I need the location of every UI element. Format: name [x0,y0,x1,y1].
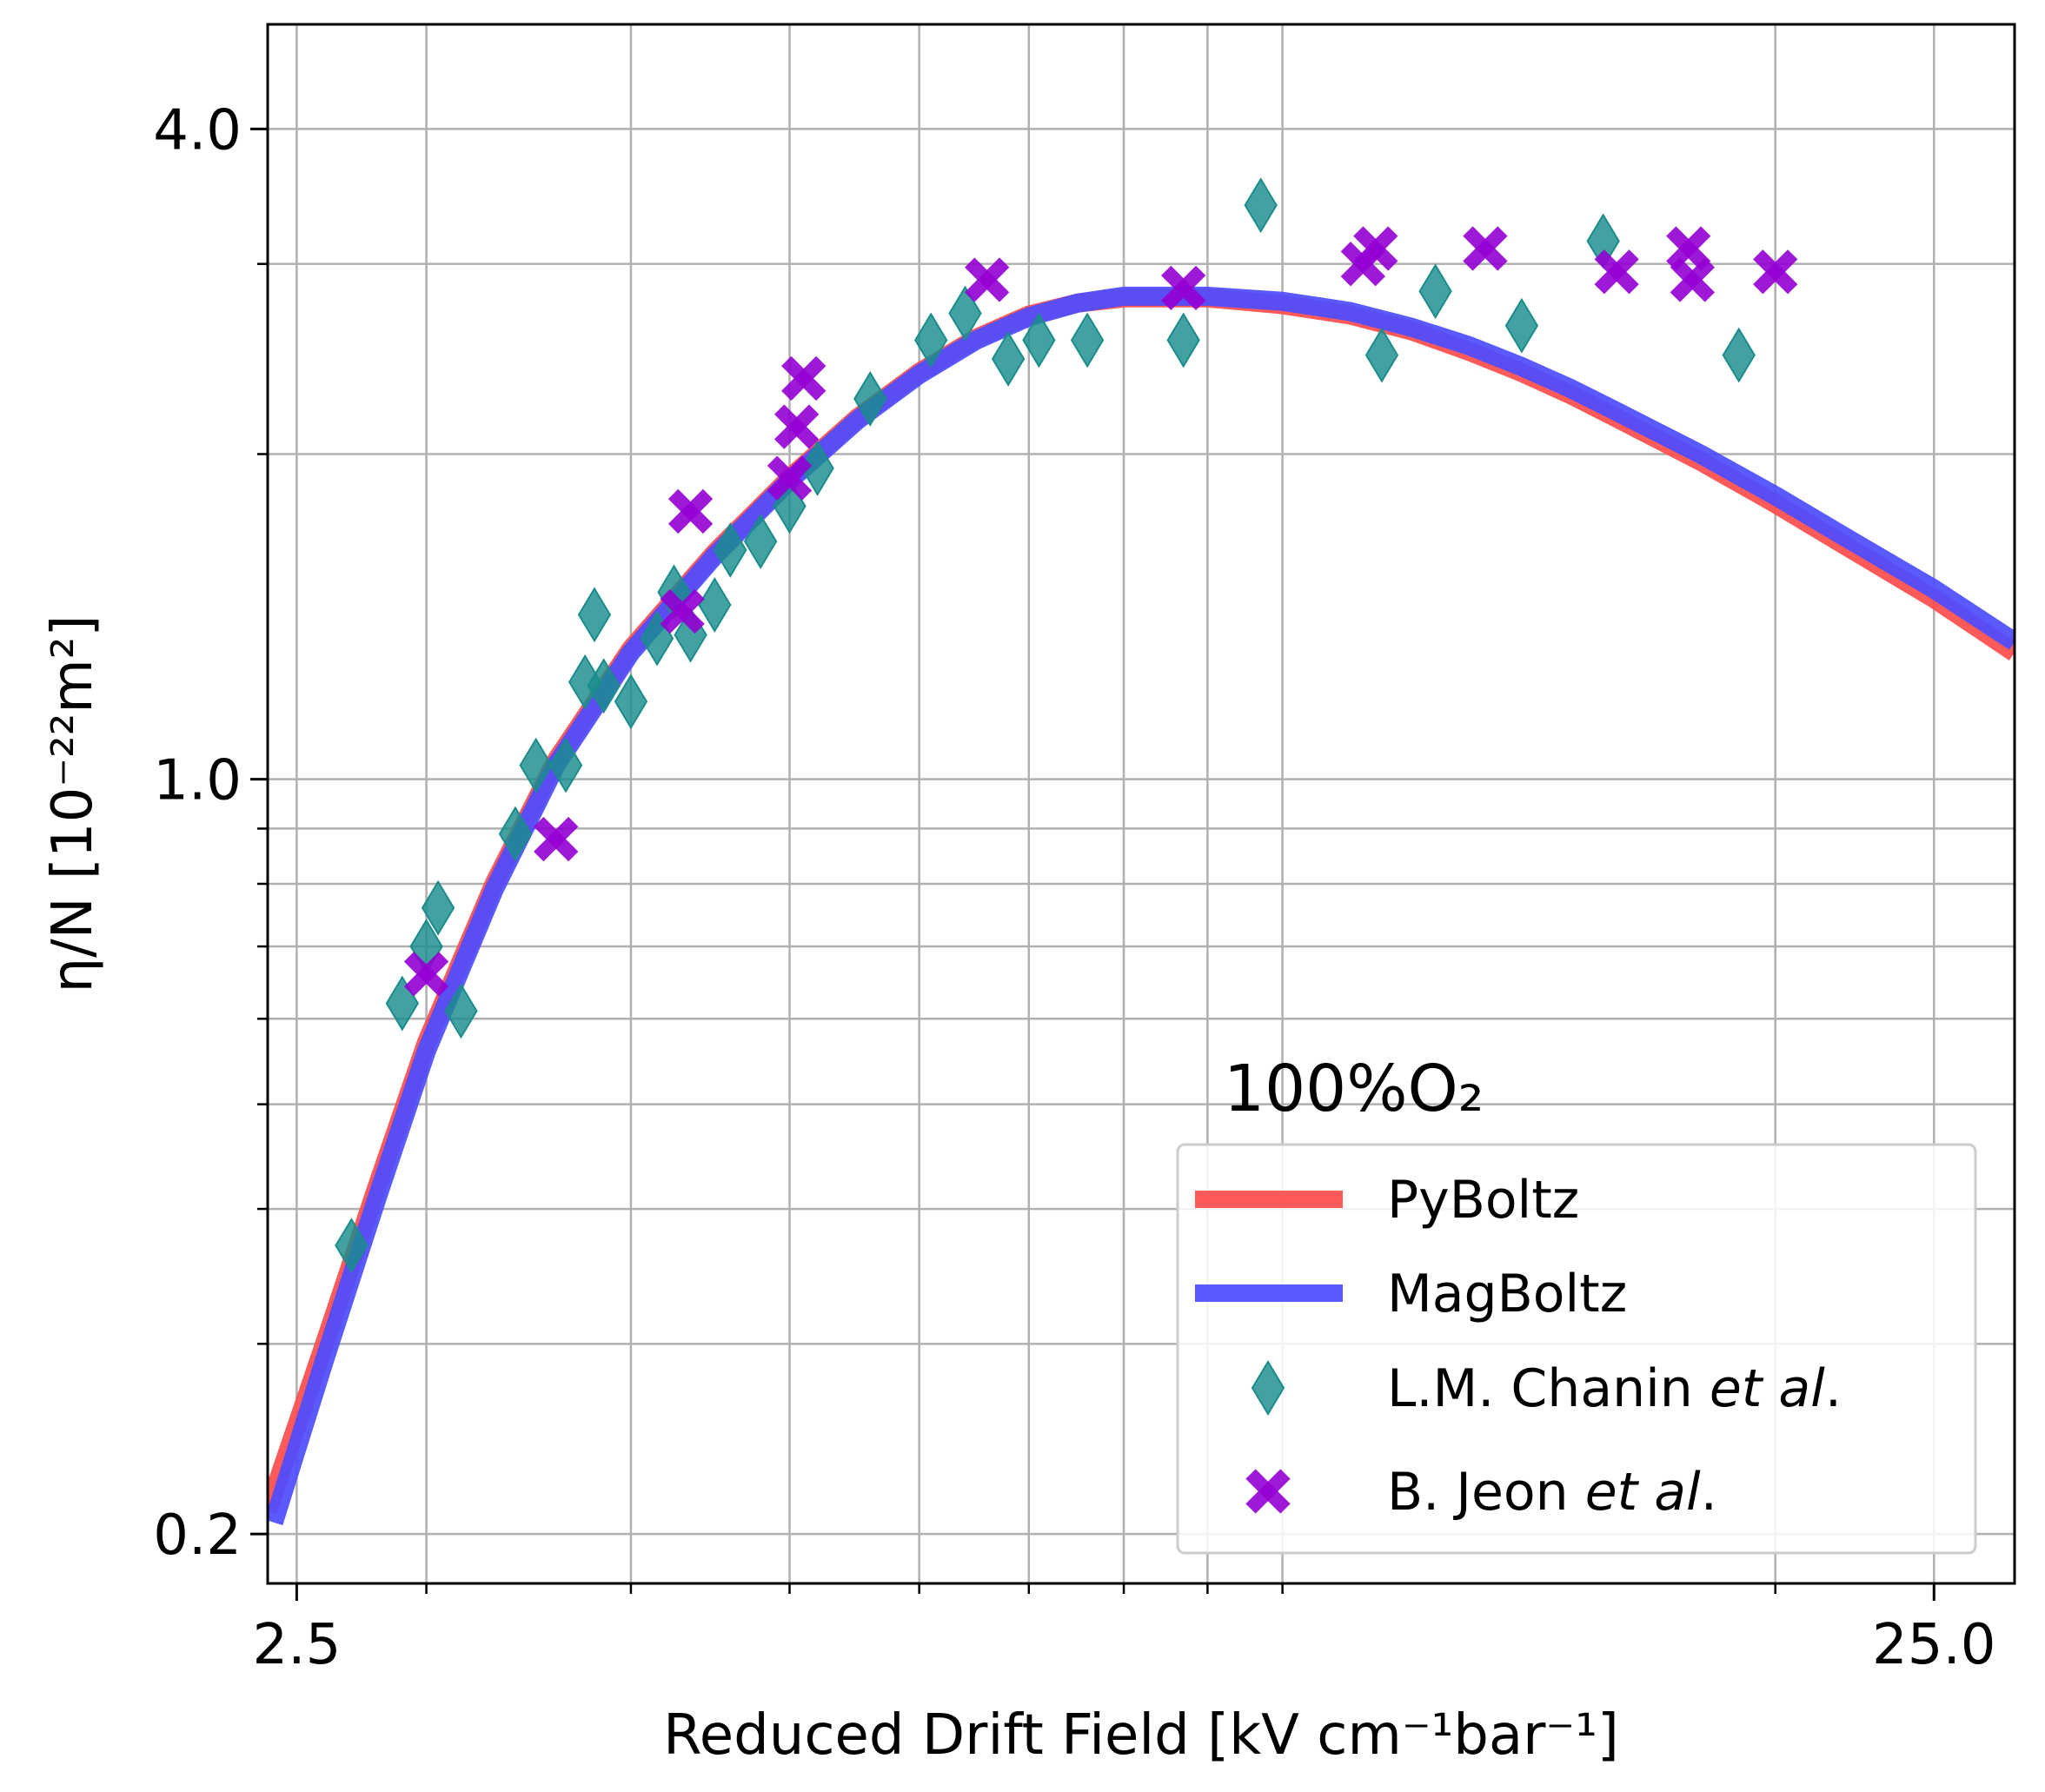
data-point [1504,297,1539,354]
legend-swatch [1245,1469,1291,1514]
data-point [498,806,533,862]
y-tick-label: 1.0 [153,749,242,813]
data-point [444,983,478,1039]
data-point [767,455,813,501]
data-point [1353,226,1398,271]
data-point [1722,327,1756,383]
data-point [781,355,827,402]
data-point [1670,257,1716,302]
legend-label: PyBoltz [1387,1170,1579,1231]
y-tick-label: 4.0 [153,98,242,163]
data-point [660,588,705,634]
data-point [1022,312,1056,368]
data-point [614,674,648,730]
data-point [1594,249,1639,295]
data-point [964,257,1010,302]
data-point [1418,263,1452,320]
data-point [991,331,1026,387]
data-point [1463,226,1508,271]
data-point [774,404,820,449]
series-b-jeon-et-al- [403,226,1798,997]
data-point [667,488,714,534]
data-point [548,737,583,793]
legend-item: MagBoltz [1195,1264,1627,1324]
data-point [800,440,834,496]
data-point [698,577,732,633]
data-point [1753,249,1798,295]
data-point [587,658,621,714]
legend-item: PyBoltz [1195,1170,1579,1231]
data-point [1070,312,1105,368]
data-point [534,816,579,862]
y-tick-label: 0.2 [153,1503,242,1568]
legend-label: MagBoltz [1387,1264,1627,1324]
data-point [1244,177,1278,234]
data-point [403,952,449,997]
x-tick-label: 2.5 [253,1613,342,1677]
plot-frame [266,23,2016,1585]
x-axis-label: Reduced Drift Field [kV cm⁻¹bar⁻¹] [663,1703,1619,1768]
data-point [714,521,747,578]
legend-items: PyBoltz MagBoltz L.M. Chanin et al. B. Jeon… [1195,1170,1842,1523]
data-point [421,879,455,936]
data-point [743,514,778,569]
data-point [335,1218,368,1274]
data-point [853,370,887,427]
data-point [914,312,948,368]
legend: PyBoltz MagBoltz L.M. Chanin et al. B. Jeon… [1176,1143,1977,1555]
y-axis-label: η/N [10⁻²²m²] [41,615,105,993]
legend-label: L.M. Chanin et al. [1387,1358,1842,1419]
data-point [1166,312,1200,368]
legend-item: L.M. Chanin et al. [1251,1358,1842,1419]
data-point [1364,327,1399,383]
axis-ticks: 2.5 25.0 0.2 1.0 4.0 [153,98,1995,1677]
x-tick-label: 25.0 [1872,1613,1996,1677]
data-point [1666,226,1711,271]
data-point [1161,265,1206,311]
series-layer [268,177,2015,1526]
data-point [577,587,612,643]
legend-swatch [1251,1360,1285,1416]
data-point [519,737,553,793]
legend-box [1176,1143,1977,1555]
legend-title: 100%O₂ [1224,1052,1484,1126]
legend-label: B. Jeon et al. [1387,1462,1717,1523]
legend-item: B. Jeon et al. [1245,1462,1717,1523]
